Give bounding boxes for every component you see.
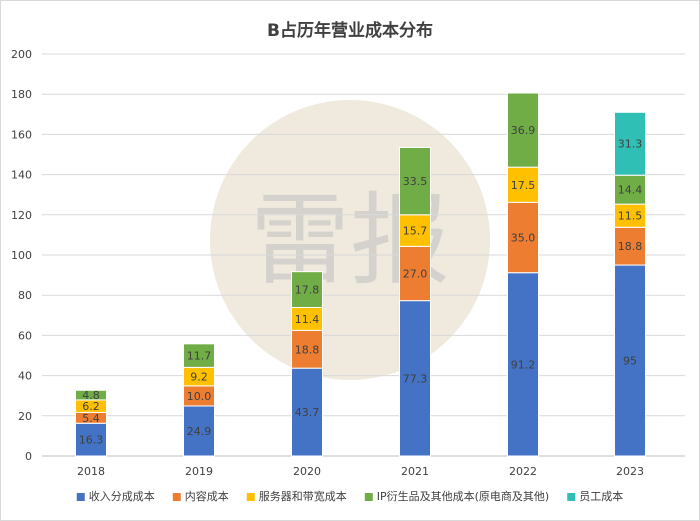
data-label: 35.0 [511, 232, 536, 245]
x-tick-label: 2018 [77, 465, 105, 478]
legend: 收入分成成本 内容成本 服务器和带宽成本 IP衍生品及其他成本(原电商及其他) 员工成本 [76, 489, 623, 503]
y-tick-label: 0 [25, 450, 32, 463]
y-tick-label: 80 [18, 289, 32, 302]
y-tick-label: 20 [18, 410, 32, 423]
bar-segment [75, 389, 107, 401]
data-label: 9.2 [190, 371, 208, 384]
legend-label: 收入分成成本 [89, 489, 155, 503]
y-tick-label: 40 [18, 370, 32, 383]
x-tick-label: 2020 [293, 465, 321, 478]
data-label: 24.9 [187, 425, 212, 438]
x-tick-label: 2023 [616, 465, 644, 478]
data-label: 18.8 [295, 343, 320, 356]
bar-segment [399, 300, 431, 457]
legend-label: IP衍生品及其他成本(原电商及其他) [377, 489, 549, 503]
chart-title: B占历年营业成本分布 [267, 20, 433, 41]
bar-segment [507, 92, 539, 168]
x-tick-label: 2021 [401, 465, 429, 478]
bar-segment [614, 264, 646, 457]
y-tick-label: 140 [11, 169, 32, 182]
data-label: 17.5 [511, 179, 536, 192]
legend-swatch [364, 493, 373, 501]
x-tick-label: 2019 [185, 465, 213, 478]
y-tick-label: 120 [11, 209, 32, 222]
y-axis: 0 20 40 60 80 100 120 140 160 180 200 [11, 48, 32, 463]
bars [75, 92, 646, 457]
data-label: 33.5 [403, 175, 428, 188]
data-label: 27.0 [403, 267, 428, 280]
data-label: 5.4 [82, 412, 100, 425]
bar-segment [183, 405, 215, 457]
watermark: 雷报 [210, 100, 490, 380]
legend-label: 员工成本 [579, 489, 623, 503]
gridlines [42, 53, 685, 457]
y-tick-label: 60 [18, 329, 32, 342]
legend-label: 服务器和带宽成本 [259, 489, 347, 503]
bar-segment [507, 201, 539, 274]
legend-swatch [567, 493, 576, 501]
legend-swatch [246, 493, 255, 501]
data-label: 17.8 [295, 284, 320, 297]
legend-item: IP衍生品及其他成本(原电商及其他) [364, 489, 549, 503]
data-label: 18.8 [618, 240, 643, 253]
data-labels: 16.3 5.46.24.8 24.9 10.0 9.2 11.7 43.7 18.8 11.4… [79, 124, 643, 447]
data-label: 91.2 [511, 358, 536, 371]
data-label: 14.4 [618, 184, 643, 197]
data-label: 15.7 [403, 225, 428, 238]
y-tick-label: 180 [11, 88, 32, 101]
data-label: 4.8 [82, 389, 100, 402]
bar-segment [183, 343, 215, 368]
x-axis: 2018 2019 2020 2021 2022 2023 [77, 465, 644, 478]
bar-segment [507, 272, 539, 457]
data-label: 43.7 [295, 406, 320, 419]
bar-segment [614, 111, 646, 176]
data-label: 10.0 [187, 390, 212, 403]
legend-item: 员工成本 [567, 489, 623, 503]
y-tick-label: 200 [11, 48, 32, 61]
data-label: 31.3 [618, 138, 643, 151]
data-label: 11.7 [187, 350, 212, 363]
y-tick-label: 160 [11, 128, 32, 141]
legend-label: 内容成本 [185, 489, 229, 503]
bar-segment [399, 146, 431, 216]
data-label: 77.3 [403, 372, 428, 385]
data-label: 36.9 [511, 124, 536, 137]
legend-swatch [172, 493, 181, 501]
legend-item: 内容成本 [172, 489, 229, 503]
legend-item: 收入分成成本 [76, 489, 155, 503]
y-tick-label: 100 [11, 249, 32, 262]
x-tick-label: 2022 [509, 465, 537, 478]
bar-segment [75, 422, 107, 457]
data-label: 11.4 [295, 313, 320, 326]
bar-segment [291, 367, 323, 457]
legend-swatch [76, 493, 85, 501]
bar-segment [614, 174, 646, 205]
data-label: 16.3 [79, 434, 104, 447]
data-label: 6.2 [82, 400, 100, 413]
data-label: 95 [623, 355, 637, 368]
legend-item: 服务器和带宽成本 [246, 489, 347, 503]
data-label: 11.5 [618, 210, 643, 223]
bar-segment [291, 271, 323, 308]
